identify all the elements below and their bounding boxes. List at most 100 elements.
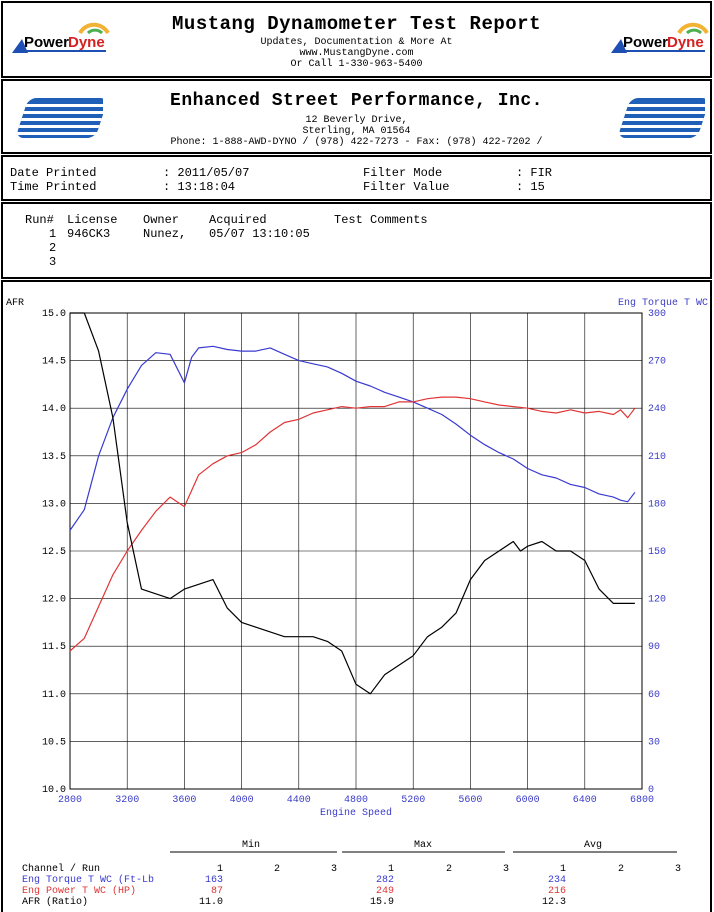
runs-header-comments: Test Comments: [334, 213, 428, 227]
left-y-tick-label: 13.0: [42, 499, 66, 510]
shop-header: Enhanced Street Performance, Inc. 12 Bev…: [1, 79, 712, 154]
svg-text:Dyne: Dyne: [667, 34, 704, 51]
summary-run-2: 2: [618, 864, 625, 875]
right-y-tick-label: 30: [648, 737, 660, 748]
shop-contact: Phone: 1-888-AWD-DYNO / (978) 422-7273 -…: [170, 137, 543, 148]
summary-run-1: 1: [217, 864, 224, 875]
left-y-tick-label: 14.0: [42, 404, 66, 415]
print-info: Date Printed : 2011/05/07 Time Printed :…: [1, 155, 712, 201]
summary-torque-label: Eng Torque T WC (Ft-Lb: [22, 875, 155, 886]
right-y-tick-label: 180: [648, 499, 666, 510]
summary-power-max: 249: [376, 886, 395, 897]
summary-afr-min: 11.0: [199, 897, 224, 908]
summary-torque-max: 282: [376, 875, 395, 886]
x-tick-label: 6400: [573, 795, 597, 806]
summary-torque-avg: 234: [548, 875, 567, 886]
runs-header-run: Run#: [25, 213, 54, 227]
esp-logo-right: [618, 98, 705, 138]
filter-value-value: : 15: [516, 180, 545, 194]
summary-dividers: [170, 851, 677, 853]
right-y-tick-label: 300: [648, 309, 666, 320]
right-y-tick-label: 90: [648, 642, 660, 653]
svg-text:Power: Power: [24, 34, 69, 51]
x-tick-label: 5600: [458, 795, 482, 806]
left-y-tick-label: 13.5: [42, 452, 66, 463]
date-printed-value: : 2011/05/07: [163, 166, 250, 180]
right-y-ticks: 0 30 60 90 120 150 180 210 240 270 300: [648, 309, 666, 796]
summary-avg-header: Avg: [584, 840, 603, 851]
right-y-tick-label: 60: [648, 690, 660, 701]
power-series-line: [69, 396, 636, 652]
esp-logo-left: [16, 98, 103, 138]
powerdyne-logo-right: Power Dyne: [611, 22, 709, 53]
left-y-tick-label: 11.5: [42, 642, 66, 653]
filter-mode-value: : FIR: [516, 166, 553, 180]
header-updates-line: Updates, Documentation & More At: [260, 37, 453, 48]
summary-power-avg: 216: [548, 886, 567, 897]
run-number: 2: [49, 241, 57, 255]
right-axis-title: Eng Torque T WC: [618, 298, 708, 309]
run-license: 946CK3: [67, 227, 111, 241]
report-header: Power Dyne Power Dyne Mustang Dynamomete…: [1, 1, 712, 78]
svg-text:Power: Power: [623, 34, 668, 51]
runs-header-acquired: Acquired: [209, 213, 267, 227]
summary-run-2: 2: [446, 864, 453, 875]
right-y-tick-label: 210: [648, 452, 666, 463]
right-y-tick-label: 240: [648, 404, 666, 415]
runs-header-license: License: [67, 213, 118, 227]
run-number: 1: [49, 227, 57, 241]
filter-value-label: Filter Value: [363, 180, 450, 194]
summary-run-1: 1: [388, 864, 395, 875]
summary-min-header: Min: [242, 840, 261, 851]
afr-series-line: [70, 312, 635, 695]
right-y-tick-label: 120: [648, 595, 666, 606]
x-tick-label: 3600: [172, 795, 196, 806]
x-tick-label: 4400: [287, 795, 311, 806]
summary-afr-max: 15.9: [370, 897, 395, 908]
time-printed-value: : 13:18:04: [163, 180, 236, 194]
series-lines: [69, 312, 636, 695]
summary-afr-label: AFR (Ratio): [22, 897, 89, 908]
dyno-chart: AFR Eng Torque T WC 2800 3200 3600 4000 4400…: [6, 298, 708, 819]
left-y-ticks: 10.0 10.5 11.0 11.5 12.0 12.5 13.0 13.5 14.0 14.5…: [42, 309, 66, 796]
summary-run-3: 3: [331, 864, 338, 875]
shop-street: 12 Beverly Drive,: [305, 115, 408, 126]
summary-afr-avg: 12.3: [542, 897, 567, 908]
filter-mode-label: Filter Mode: [363, 166, 443, 180]
gridlines: [69, 312, 643, 790]
summary-max-header: Max: [414, 840, 433, 851]
x-tick-label: 4000: [230, 795, 254, 806]
chart-panel: [1, 280, 712, 912]
x-tick-label: 4800: [344, 795, 368, 806]
runs-header-owner: Owner: [143, 213, 180, 227]
x-ticks: 2800 3200 3600 4000 4400 4800 5200 5600 6000 6400…: [58, 795, 654, 806]
header-phone: Or Call 1-330-963-5400: [290, 59, 423, 70]
left-y-tick-label: 15.0: [42, 309, 66, 320]
time-printed-label: Time Printed: [10, 180, 97, 194]
run-acquired: 05/07 13:10:05: [209, 227, 310, 241]
summary-run-1: 1: [560, 864, 567, 875]
x-tick-label: 3200: [115, 795, 139, 806]
x-tick-label: 2800: [58, 795, 82, 806]
left-axis-title: AFR: [6, 298, 24, 309]
left-y-tick-label: 12.0: [42, 595, 66, 606]
runs-table: Run# License Owner Acquired Test Comment…: [1, 202, 712, 279]
summary-run-3: 3: [503, 864, 510, 875]
x-axis-title: Engine Speed: [320, 807, 392, 819]
date-printed-label: Date Printed: [10, 166, 97, 180]
shop-city: Sterling, MA 01564: [302, 126, 411, 137]
x-tick-label: 6000: [516, 795, 540, 806]
shop-name: Enhanced Street Performance, Inc.: [170, 91, 543, 111]
summary-power-min: 87: [211, 886, 224, 897]
x-tick-label: 5200: [401, 795, 425, 806]
left-y-tick-label: 14.5: [42, 357, 66, 368]
x-tick-label: 6800: [630, 795, 654, 806]
summary-channel-header: Channel / Run: [22, 864, 101, 875]
report-title: Mustang Dynamometer Test Report: [172, 13, 541, 35]
header-website: www.MustangDyne.com: [299, 48, 414, 59]
summary-run-3: 3: [675, 864, 682, 875]
torque-series-line: [69, 345, 636, 531]
summary-torque-min: 163: [205, 875, 224, 886]
right-y-tick-label: 270: [648, 357, 666, 368]
right-y-tick-label: 150: [648, 547, 666, 558]
